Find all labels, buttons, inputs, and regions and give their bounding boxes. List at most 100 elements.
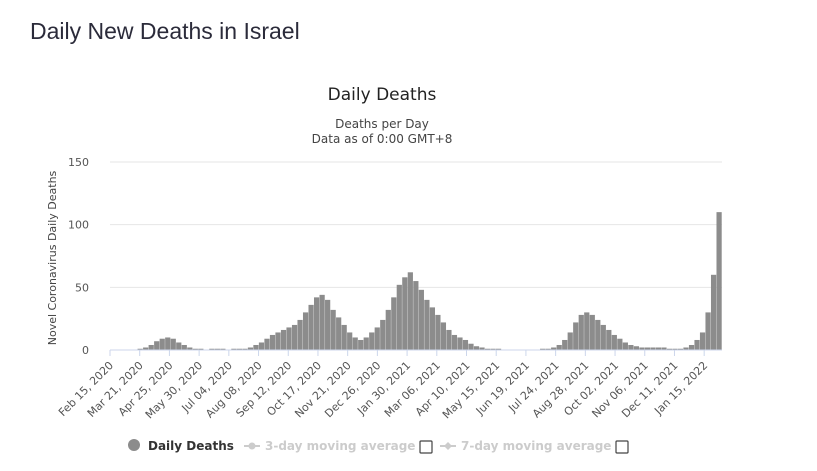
bar bbox=[253, 344, 259, 350]
legend-marker-daily-deaths bbox=[128, 439, 140, 451]
bar bbox=[462, 339, 469, 350]
chart-subtitle-date: Data as of 0:00 GMT+8 bbox=[312, 132, 453, 146]
bar bbox=[247, 347, 254, 350]
legend-item-3-day-average[interactable]: 3-day moving average bbox=[244, 439, 433, 454]
bar bbox=[396, 284, 402, 350]
bar bbox=[694, 339, 700, 350]
bar bbox=[479, 347, 485, 350]
legend-label-7-day: 7-day moving average bbox=[461, 439, 611, 453]
bar bbox=[633, 346, 639, 350]
bar bbox=[617, 338, 623, 350]
bar bbox=[567, 332, 573, 350]
bar bbox=[655, 347, 662, 350]
bar bbox=[556, 344, 562, 350]
bar bbox=[314, 297, 320, 350]
bar bbox=[143, 347, 149, 350]
bar bbox=[622, 342, 628, 350]
bar bbox=[176, 342, 182, 350]
bar bbox=[369, 332, 375, 350]
bar bbox=[446, 329, 452, 350]
bar bbox=[573, 322, 579, 350]
bar bbox=[297, 319, 303, 350]
bar bbox=[308, 304, 314, 350]
bar bbox=[589, 314, 595, 350]
bar bbox=[330, 309, 336, 350]
bar bbox=[677, 348, 684, 350]
bar bbox=[666, 348, 673, 350]
bar bbox=[407, 272, 413, 350]
bar bbox=[231, 348, 237, 350]
page-title: Daily New Deaths in Israel bbox=[30, 18, 300, 44]
legend-item-daily-deaths[interactable]: Daily Deaths bbox=[128, 439, 234, 453]
bar bbox=[154, 341, 160, 350]
bar bbox=[473, 346, 480, 350]
y-tick-label-50: 50 bbox=[75, 281, 89, 294]
legend-item-7-day-average[interactable]: 7-day moving average bbox=[440, 439, 629, 454]
bar bbox=[192, 348, 198, 350]
bar bbox=[683, 347, 689, 350]
bar bbox=[595, 319, 601, 350]
bar bbox=[137, 348, 143, 350]
x-tick-marks bbox=[109, 350, 705, 356]
legend-checkbox-7-day[interactable] bbox=[615, 440, 629, 454]
bar bbox=[418, 289, 424, 350]
chart-title: Daily Deaths bbox=[328, 85, 437, 105]
bar bbox=[181, 344, 187, 350]
bar bbox=[413, 281, 419, 350]
bar bbox=[352, 337, 358, 350]
legend-checkbox-3-day[interactable] bbox=[419, 440, 433, 454]
bar bbox=[385, 309, 391, 350]
bar bbox=[578, 314, 584, 350]
bar bbox=[705, 312, 711, 350]
bar bbox=[275, 332, 281, 350]
y-tick-labels: 0 50 100 150 bbox=[68, 156, 89, 357]
bar bbox=[429, 307, 435, 350]
bar bbox=[264, 338, 270, 350]
bar bbox=[468, 343, 474, 350]
bar bbox=[286, 327, 292, 350]
bar bbox=[495, 348, 502, 350]
bar bbox=[363, 337, 369, 350]
y-tick-label-100: 100 bbox=[68, 219, 89, 232]
bar bbox=[269, 334, 276, 350]
bar bbox=[600, 324, 606, 350]
bar bbox=[374, 327, 380, 350]
bar bbox=[236, 348, 243, 350]
chart-subtitle: Deaths per Day bbox=[335, 117, 429, 131]
bar bbox=[451, 334, 458, 350]
bar bbox=[424, 299, 430, 350]
y-tick-label-0: 0 bbox=[82, 344, 89, 357]
bar bbox=[710, 274, 717, 350]
bar bbox=[291, 324, 298, 350]
legend-marker-3-day bbox=[248, 442, 256, 450]
bar bbox=[584, 312, 590, 350]
legend-marker-7-day bbox=[444, 442, 452, 450]
bar bbox=[336, 317, 342, 350]
y-gridlines bbox=[110, 161, 722, 288]
bar bbox=[545, 348, 551, 350]
bar bbox=[457, 337, 463, 350]
bar bbox=[198, 348, 204, 350]
y-tick-label-150: 150 bbox=[68, 156, 89, 169]
bar bbox=[214, 348, 220, 350]
bar bbox=[440, 322, 447, 350]
bar bbox=[606, 329, 612, 350]
bar-series-daily-deaths bbox=[137, 212, 722, 350]
bar bbox=[688, 344, 695, 350]
bar bbox=[280, 329, 287, 350]
bar bbox=[490, 348, 496, 350]
bar bbox=[628, 344, 634, 350]
bar bbox=[170, 338, 176, 350]
y-axis-label: Novel Coronavirus Daily Deaths bbox=[46, 170, 59, 345]
bar bbox=[187, 347, 193, 350]
bar bbox=[341, 324, 347, 350]
bar bbox=[148, 344, 154, 350]
bar bbox=[661, 347, 667, 350]
legend: Daily Deaths 3-day moving average 7-day … bbox=[128, 439, 629, 454]
bar bbox=[551, 347, 557, 350]
bar bbox=[165, 337, 171, 350]
bar bbox=[639, 347, 645, 350]
bar bbox=[302, 312, 309, 350]
